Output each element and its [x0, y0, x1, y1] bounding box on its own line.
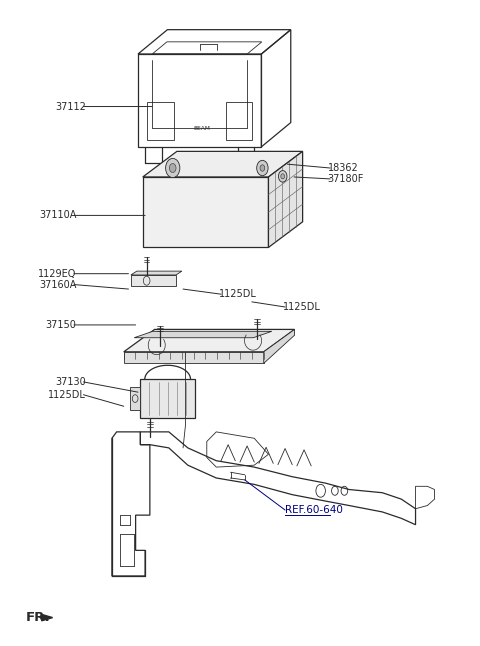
Polygon shape — [143, 177, 268, 247]
Polygon shape — [140, 379, 195, 418]
Polygon shape — [130, 387, 140, 410]
Polygon shape — [131, 275, 176, 286]
Circle shape — [257, 160, 268, 176]
Polygon shape — [268, 151, 302, 247]
Polygon shape — [264, 329, 295, 363]
Polygon shape — [131, 271, 182, 275]
Circle shape — [281, 174, 285, 179]
Polygon shape — [42, 614, 53, 621]
Text: 37160A: 37160A — [39, 280, 76, 289]
Polygon shape — [134, 331, 272, 338]
Circle shape — [260, 165, 265, 171]
Polygon shape — [143, 151, 302, 177]
Text: 37112: 37112 — [55, 101, 86, 112]
Polygon shape — [278, 171, 288, 183]
Text: FR.: FR. — [25, 611, 50, 624]
Text: 1125DL: 1125DL — [283, 302, 321, 312]
Text: 18362: 18362 — [328, 163, 359, 173]
Circle shape — [166, 158, 180, 178]
Text: 37110A: 37110A — [39, 211, 76, 220]
Text: 37150: 37150 — [46, 320, 76, 330]
Text: REF.60-640: REF.60-640 — [285, 505, 343, 515]
Circle shape — [278, 171, 287, 182]
Text: BEAM: BEAM — [194, 126, 211, 131]
Text: 37180F: 37180F — [328, 174, 364, 184]
Polygon shape — [124, 352, 264, 363]
Text: 1125DL: 1125DL — [219, 289, 256, 299]
Circle shape — [169, 163, 176, 172]
Text: 37130: 37130 — [55, 377, 86, 387]
Polygon shape — [124, 329, 295, 352]
Text: 1125DL: 1125DL — [48, 390, 86, 400]
Text: 1129EQ: 1129EQ — [38, 269, 76, 278]
